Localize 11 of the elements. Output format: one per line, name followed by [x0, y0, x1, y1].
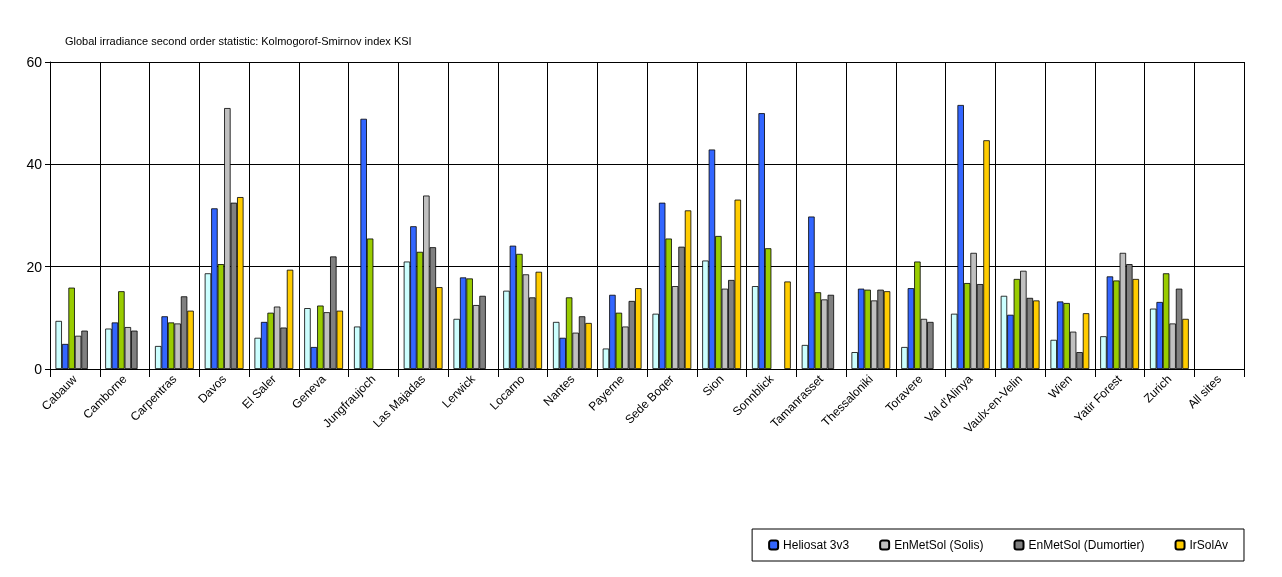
y-tick-label: 0: [34, 361, 43, 377]
legend-label: EnMetSol (Dumortier): [1028, 538, 1145, 552]
legend-label: IrSolAv: [1189, 538, 1229, 552]
x-tick-label: Sion: [699, 372, 727, 399]
chart-title: Global irradiance second order statistic: Kolmogorof-Smirnov index KSI: [65, 34, 412, 47]
bar: [784, 281, 791, 369]
legend-label: EnMetSol (Solis): [894, 538, 984, 552]
y-tick-label: 20: [26, 258, 43, 275]
legend-label: Heliosat 3v3: [783, 538, 850, 552]
y-tick-label: 60: [26, 54, 43, 70]
y-tick-label: 40: [26, 156, 43, 173]
